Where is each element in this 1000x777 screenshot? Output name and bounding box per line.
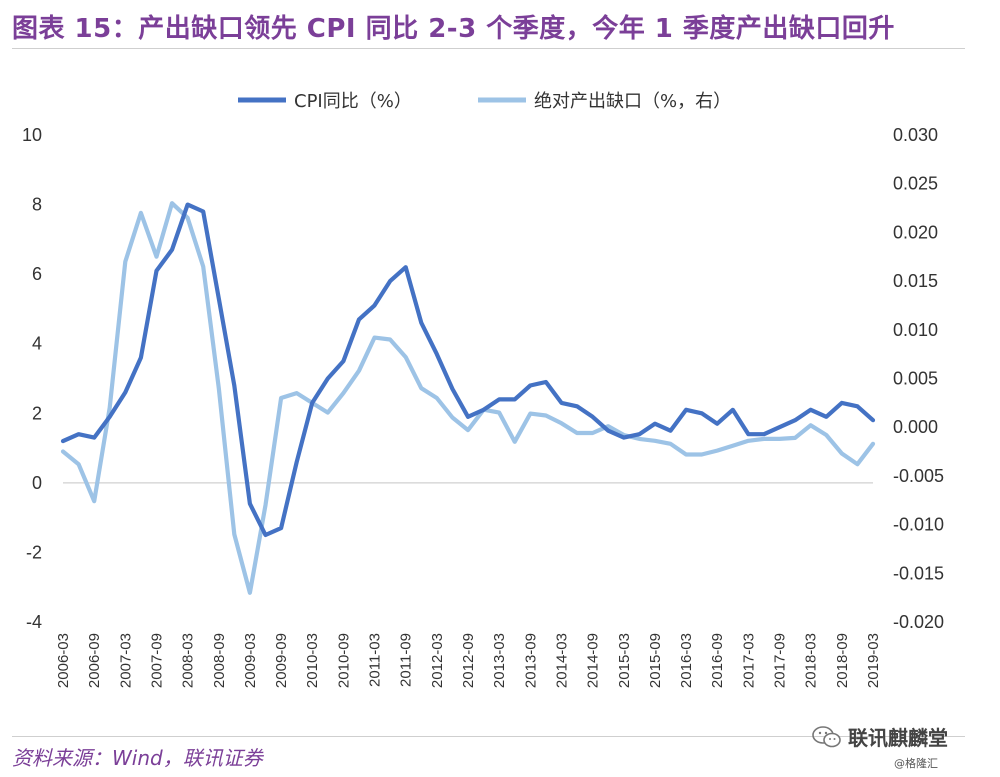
left-tick-label: -2 xyxy=(26,542,42,562)
left-tick-label: 2 xyxy=(32,403,42,423)
brand-name: 联讯麒麟堂 xyxy=(848,726,948,750)
cpi-series-line xyxy=(60,202,876,538)
source-note: 资料来源：Wind，联讯证券 xyxy=(12,746,263,770)
credit-watermark: @格隆汇 xyxy=(894,757,938,770)
right-tick-label: -0.010 xyxy=(893,515,944,535)
footer-divider xyxy=(12,736,965,737)
right-tick-label: 0.015 xyxy=(893,271,938,291)
wechat-icon xyxy=(812,725,841,747)
x-tick-label: 2007-03 xyxy=(117,633,134,688)
x-tick-label: 2017-03 xyxy=(740,633,757,688)
x-tick-label: 2014-03 xyxy=(553,633,570,688)
x-tick-label: 2008-03 xyxy=(180,633,197,688)
right-tick-label: 0.020 xyxy=(893,222,938,242)
x-tick-label: 2017-09 xyxy=(772,633,789,688)
left-axis-ticks: 10 8 6 4 2 0 -2 -4 xyxy=(22,125,42,632)
x-tick-label: 2006-03 xyxy=(55,633,72,688)
left-tick-label: 8 xyxy=(32,195,42,215)
legend-item-gap: 绝对产出缺口（%，右） xyxy=(478,91,731,112)
legend-item-cpi: CPI同比（%） xyxy=(238,91,412,112)
left-tick-label: 10 xyxy=(22,125,42,145)
right-tick-label: 0.010 xyxy=(893,320,938,340)
output-gap-series-line xyxy=(60,201,876,595)
x-tick-label: 2019-03 xyxy=(865,633,882,688)
right-tick-label: 0.025 xyxy=(893,174,938,194)
x-tick-label: 2011-09 xyxy=(398,633,415,687)
x-tick-label: 2013-09 xyxy=(522,633,539,688)
left-tick-label: 0 xyxy=(32,473,42,493)
left-tick-label: -4 xyxy=(26,612,42,632)
x-tick-label: 2018-03 xyxy=(803,633,820,688)
legend-label: CPI同比（%） xyxy=(294,91,412,112)
right-tick-label: 0.005 xyxy=(893,369,938,389)
x-tick-label: 2007-09 xyxy=(148,633,165,688)
x-tick-label: 2009-03 xyxy=(242,633,259,688)
x-tick-label: 2010-09 xyxy=(335,633,352,688)
x-tick-label: 2012-09 xyxy=(460,633,477,688)
chart-title: 图表 15：产出缺口领先 CPI 同比 2-3 个季度，今年 1 季度产出缺口回… xyxy=(12,14,895,44)
x-tick-label: 2009-09 xyxy=(273,633,290,688)
x-tick-label: 2013-03 xyxy=(491,633,508,688)
title-divider xyxy=(12,48,965,49)
x-tick-label: 2018-09 xyxy=(834,633,851,688)
right-tick-label: 0.030 xyxy=(893,125,938,145)
x-tick-label: 2006-09 xyxy=(86,633,103,688)
left-tick-label: 6 xyxy=(32,264,42,284)
series-layer xyxy=(60,201,876,595)
right-tick-label: -0.005 xyxy=(893,466,944,486)
x-tick-label: 2015-03 xyxy=(616,633,633,688)
legend: CPI同比（%） 绝对产出缺口（%，右） xyxy=(238,91,731,112)
x-tick-label: 2015-09 xyxy=(647,633,664,688)
right-tick-label: -0.020 xyxy=(893,612,944,632)
x-tick-label: 2016-09 xyxy=(709,633,726,688)
x-axis-ticks: 2006-03 2006-09 2007-03 2007-09 2008-03 2008-… xyxy=(55,633,882,688)
right-axis-ticks: 0.030 0.025 0.020 0.015 0.010 0.005 0.000 -0.00… xyxy=(893,125,944,632)
x-tick-label: 2010-03 xyxy=(304,633,321,688)
x-tick-label: 2012-03 xyxy=(429,633,446,688)
x-tick-label: 2011-03 xyxy=(367,633,384,687)
right-tick-label: 0.000 xyxy=(893,417,938,437)
x-tick-label: 2016-03 xyxy=(678,633,695,688)
right-tick-label: -0.015 xyxy=(893,563,944,583)
x-tick-label: 2014-09 xyxy=(585,633,602,688)
brand-watermark: 联讯麒麟堂 xyxy=(812,722,948,751)
x-tick-label: 2008-09 xyxy=(211,633,228,688)
legend-label: 绝对产出缺口（%，右） xyxy=(534,91,731,112)
left-tick-label: 4 xyxy=(32,334,42,354)
